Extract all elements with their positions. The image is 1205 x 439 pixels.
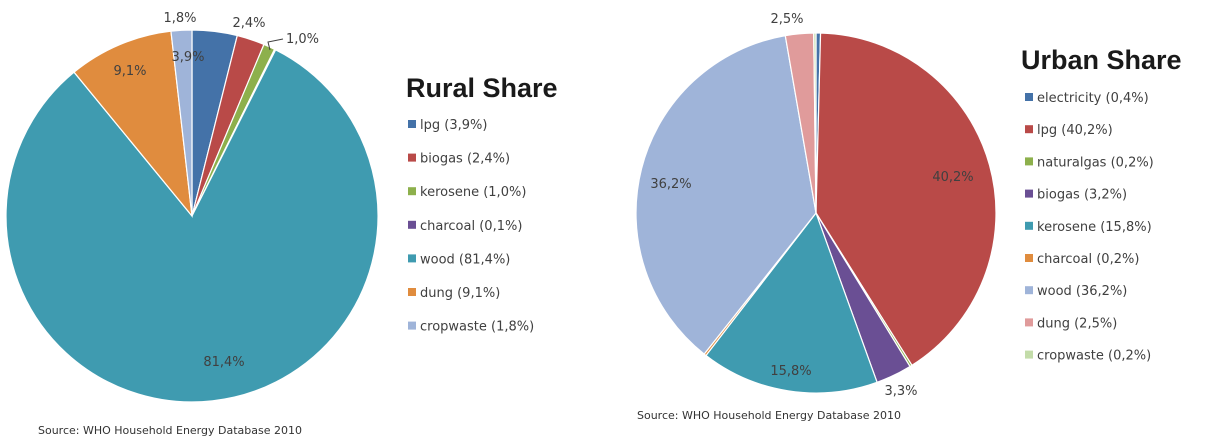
urban-source-note: Source: WHO Household Energy Database 20… bbox=[637, 409, 901, 422]
urban-legend-label-electricity: electricity (0,4%) bbox=[1037, 91, 1149, 106]
urban-legend-swatch-naturalgas bbox=[1025, 157, 1033, 166]
urban-legend: electricity (0,4%) lpg (40,2%) naturalgas … bbox=[1025, 91, 1154, 364]
rural-legend-swatch-cropwaste bbox=[408, 321, 416, 330]
urban-legend-swatch-cropwaste bbox=[1025, 350, 1033, 359]
urban-legend-label-naturalgas: naturalgas (0,2%) bbox=[1037, 155, 1154, 170]
rural-pie-chart: 3,9% 2,4% 1,0% 81,4% 9,1% 1,8% Rural Share lp… bbox=[5, 11, 558, 437]
rural-legend: lpg (3,9%) biogas (2,4%) kerosene (1,0%) ch… bbox=[408, 118, 534, 335]
urban-chart-title: Urban Share bbox=[1021, 45, 1182, 75]
rural-legend-label-wood: wood (81,4%) bbox=[420, 252, 510, 267]
rural-legend-label-cropwaste: cropwaste (1,8%) bbox=[420, 320, 534, 335]
urban-legend-swatch-kerosene bbox=[1025, 221, 1033, 230]
rural-slice-cropwaste bbox=[170, 29, 193, 217]
rural-source-note: Source: WHO Household Energy Database 20… bbox=[38, 424, 302, 437]
rural-data-label-cropwaste: 1,8% bbox=[163, 11, 196, 26]
urban-data-labels: 40,2% 3,3% 15,8% 36,2% 2,5% bbox=[650, 12, 973, 399]
rural-data-label-biogas: 2,4% bbox=[232, 16, 265, 31]
urban-legend-label-wood: wood (36,2%) bbox=[1037, 284, 1127, 299]
urban-data-label-lpg: 40,2% bbox=[932, 170, 973, 185]
urban-legend-swatch-biogas bbox=[1025, 189, 1033, 198]
rural-legend-label-lpg: lpg (3,9%) bbox=[420, 118, 487, 133]
urban-slices bbox=[635, 32, 997, 394]
urban-legend-label-lpg: lpg (40,2%) bbox=[1037, 123, 1113, 138]
rural-legend-swatch-wood bbox=[408, 254, 416, 263]
rural-data-label-dung: 9,1% bbox=[113, 64, 146, 79]
urban-slice-lpg bbox=[815, 32, 997, 367]
urban-slice-wood bbox=[635, 34, 817, 355]
rural-legend-swatch-biogas bbox=[408, 153, 416, 162]
rural-chart-title: Rural Share bbox=[406, 73, 558, 103]
urban-data-label-biogas: 3,3% bbox=[884, 384, 917, 399]
urban-legend-label-biogas: biogas (3,2%) bbox=[1037, 188, 1127, 203]
urban-pie-chart: 40,2% 3,3% 15,8% 36,2% 2,5% Urban Share elec… bbox=[635, 12, 1182, 422]
urban-legend-label-cropwaste: cropwaste (0,2%) bbox=[1037, 349, 1151, 364]
urban-legend-swatch-electricity bbox=[1025, 93, 1033, 101]
rural-legend-swatch-charcoal bbox=[408, 220, 416, 229]
urban-legend-label-kerosene: kerosene (15,8%) bbox=[1037, 220, 1152, 235]
urban-data-label-wood: 36,2% bbox=[650, 177, 691, 192]
urban-legend-swatch-lpg bbox=[1025, 125, 1033, 134]
rural-data-label-lpg: 3,9% bbox=[171, 50, 204, 65]
urban-slice-cropwaste bbox=[813, 32, 817, 214]
urban-legend-label-charcoal: charcoal (0,2%) bbox=[1037, 252, 1139, 267]
rural-data-labels: 3,9% 2,4% 1,0% 81,4% 9,1% 1,8% bbox=[113, 11, 319, 370]
rural-data-label-kerosene: 1,0% bbox=[286, 32, 319, 47]
rural-legend-label-biogas: biogas (2,4%) bbox=[420, 152, 510, 167]
rural-legend-swatch-dung bbox=[408, 288, 416, 296]
rural-data-label-wood: 81,4% bbox=[203, 355, 244, 370]
rural-legend-label-dung: dung (9,1%) bbox=[420, 286, 500, 301]
urban-data-label-kerosene: 15,8% bbox=[770, 364, 811, 379]
rural-slice-dung bbox=[73, 30, 193, 218]
urban-legend-swatch-charcoal bbox=[1025, 254, 1033, 262]
urban-legend-swatch-dung bbox=[1025, 318, 1033, 327]
urban-legend-label-dung: dung (2,5%) bbox=[1037, 316, 1117, 331]
rural-slice-wood bbox=[5, 49, 379, 403]
urban-data-label-dung: 2,5% bbox=[770, 12, 803, 27]
rural-legend-label-kerosene: kerosene (1,0%) bbox=[420, 185, 526, 200]
rural-legend-swatch-lpg bbox=[408, 120, 416, 128]
rural-slices bbox=[5, 29, 379, 403]
rural-legend-label-charcoal: charcoal (0,1%) bbox=[420, 219, 522, 234]
rural-legend-swatch-kerosene bbox=[408, 187, 416, 196]
urban-slice-kerosene bbox=[705, 211, 878, 394]
rural-leader-line-kerosene bbox=[267, 38, 284, 51]
urban-legend-swatch-wood bbox=[1025, 286, 1033, 295]
